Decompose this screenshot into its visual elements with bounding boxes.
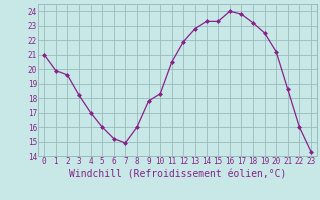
X-axis label: Windchill (Refroidissement éolien,°C): Windchill (Refroidissement éolien,°C) <box>69 169 286 179</box>
